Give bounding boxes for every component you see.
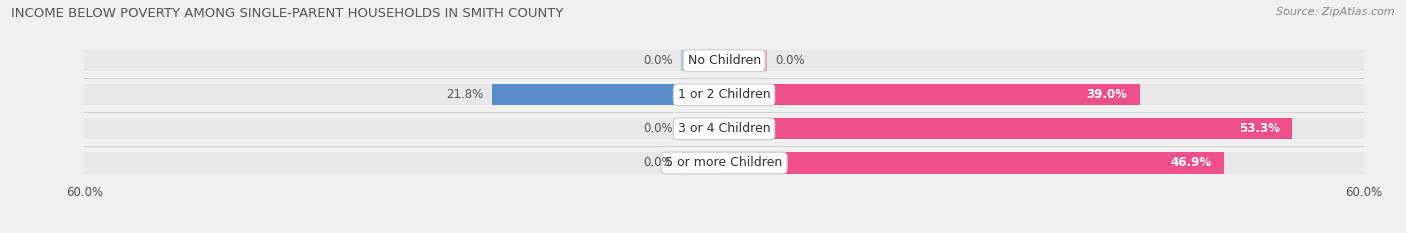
Text: 0.0%: 0.0% [644,54,673,67]
Legend: Single Father, Single Mother: Single Father, Single Mother [614,230,834,233]
Bar [724,152,1364,174]
Bar [84,84,724,105]
Bar [84,50,724,71]
Text: 39.0%: 39.0% [1087,88,1128,101]
Text: No Children: No Children [688,54,761,67]
Bar [682,50,724,71]
Bar [724,84,1364,105]
Bar [724,118,1364,140]
Text: 3 or 4 Children: 3 or 4 Children [678,122,770,135]
Bar [682,118,724,140]
Text: 0.0%: 0.0% [644,157,673,169]
Text: 21.8%: 21.8% [446,88,484,101]
Bar [84,118,724,140]
Text: 46.9%: 46.9% [1170,157,1212,169]
Bar [724,118,1292,140]
Bar [492,84,724,105]
Text: 53.3%: 53.3% [1239,122,1279,135]
Text: Source: ZipAtlas.com: Source: ZipAtlas.com [1277,7,1395,17]
Bar [682,152,724,174]
Bar [724,50,1364,71]
Bar [724,84,1140,105]
Text: 1 or 2 Children: 1 or 2 Children [678,88,770,101]
Bar [84,152,724,174]
Text: 0.0%: 0.0% [775,54,804,67]
Text: INCOME BELOW POVERTY AMONG SINGLE-PARENT HOUSEHOLDS IN SMITH COUNTY: INCOME BELOW POVERTY AMONG SINGLE-PARENT… [11,7,564,20]
Bar [724,152,1225,174]
Text: 0.0%: 0.0% [644,122,673,135]
Text: 5 or more Children: 5 or more Children [665,157,783,169]
Bar [724,50,766,71]
